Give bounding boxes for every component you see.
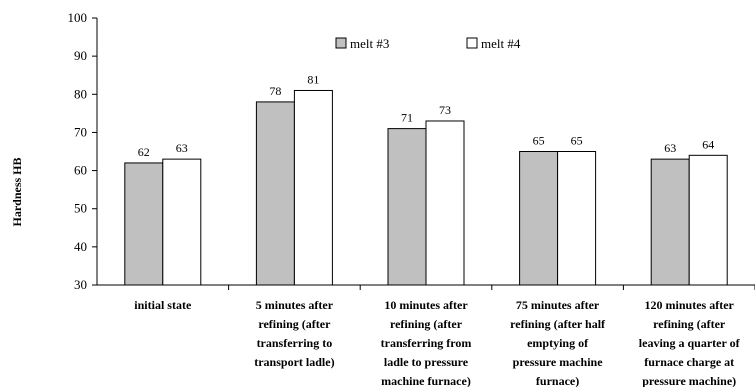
bar-melt-3 <box>650 158 690 286</box>
x-category-label: 75 minutes after refining (after half empt… <box>510 298 606 387</box>
x-category-label-line: refining (after <box>258 317 331 331</box>
bars: 62 63 78 81 71 73 65 65 63 64 <box>124 72 728 286</box>
data-label: 65 <box>533 134 545 148</box>
x-category-label-line: emptying of <box>527 336 589 350</box>
x-category-label-line: machine furnace) <box>381 374 471 387</box>
x-category-label-line: transport ladle) <box>254 355 334 369</box>
x-category-label-line: 10 minutes after <box>384 298 468 312</box>
x-category-label-line: refining (after half <box>510 317 606 331</box>
x-category-label-line: leaving a quarter of <box>639 336 741 350</box>
x-category-label-line: furnace charge at <box>644 355 734 369</box>
data-label: 64 <box>702 137 714 151</box>
data-label: 62 <box>138 145 150 159</box>
y-axis: 30 40 50 60 70 80 90 100 <box>68 10 97 292</box>
bar-melt-3 <box>387 128 427 286</box>
bar-melt-4 <box>162 158 202 286</box>
x-category-label-line: 75 minutes after <box>516 298 600 312</box>
bar-melt-3 <box>124 162 164 286</box>
legend-swatch <box>466 37 478 49</box>
bar-melt-4 <box>293 89 333 286</box>
y-tick-label: 60 <box>74 163 87 178</box>
data-label: 78 <box>269 84 281 98</box>
y-tick-label: 30 <box>74 277 87 292</box>
legend-label: melt #4 <box>481 36 521 51</box>
legend-label: melt #3 <box>350 36 389 51</box>
legend: melt #3 melt #4 <box>335 36 521 51</box>
data-label: 65 <box>571 134 583 148</box>
bar-melt-3 <box>255 101 295 286</box>
x-category-label-line: transferring to <box>257 336 333 350</box>
y-tick-label: 100 <box>68 10 88 25</box>
x-category-label-line: 120 minutes after <box>645 298 735 312</box>
x-category-label-line: ladle to pressure <box>384 355 469 369</box>
bar-melt-4 <box>557 151 597 286</box>
x-category-label-line: pressure machine <box>513 355 604 369</box>
data-label: 63 <box>664 141 676 155</box>
x-category-label-line: refining (after <box>653 317 726 331</box>
data-label: 81 <box>307 72 319 86</box>
y-tick-label: 70 <box>74 124 87 139</box>
bar-melt-3 <box>519 151 559 286</box>
x-category-label-line: initial state <box>134 298 192 312</box>
y-axis-title: Hardness HB <box>10 157 24 226</box>
x-category-label-line: furnace) <box>536 374 579 387</box>
bar-melt-4 <box>688 154 728 286</box>
data-label: 73 <box>439 103 451 117</box>
y-tick-label: 40 <box>74 239 87 254</box>
x-category-label: initial state <box>134 298 192 312</box>
y-tick-label: 80 <box>74 86 87 101</box>
x-axis: initial state 5 minutes after refining (af… <box>134 285 755 388</box>
x-category-label: 10 minutes after refining (after transferr… <box>381 298 472 387</box>
data-label: 71 <box>401 111 413 125</box>
y-tick-label: 90 <box>74 48 87 63</box>
x-category-label: 5 minutes after refining (after transferri… <box>254 298 334 369</box>
x-category-label-line: pressure machine) <box>642 374 736 387</box>
y-tick-label: 50 <box>74 201 87 216</box>
legend-swatch <box>335 37 347 49</box>
data-label: 63 <box>176 141 188 155</box>
bar-melt-4 <box>425 120 465 286</box>
x-category-label-line: refining (after <box>390 317 463 331</box>
x-category-label-line: 5 minutes after <box>256 298 334 312</box>
x-category-label-line: transferring from <box>381 336 472 350</box>
x-category-label: 120 minutes after refining (after leaving … <box>639 298 741 387</box>
